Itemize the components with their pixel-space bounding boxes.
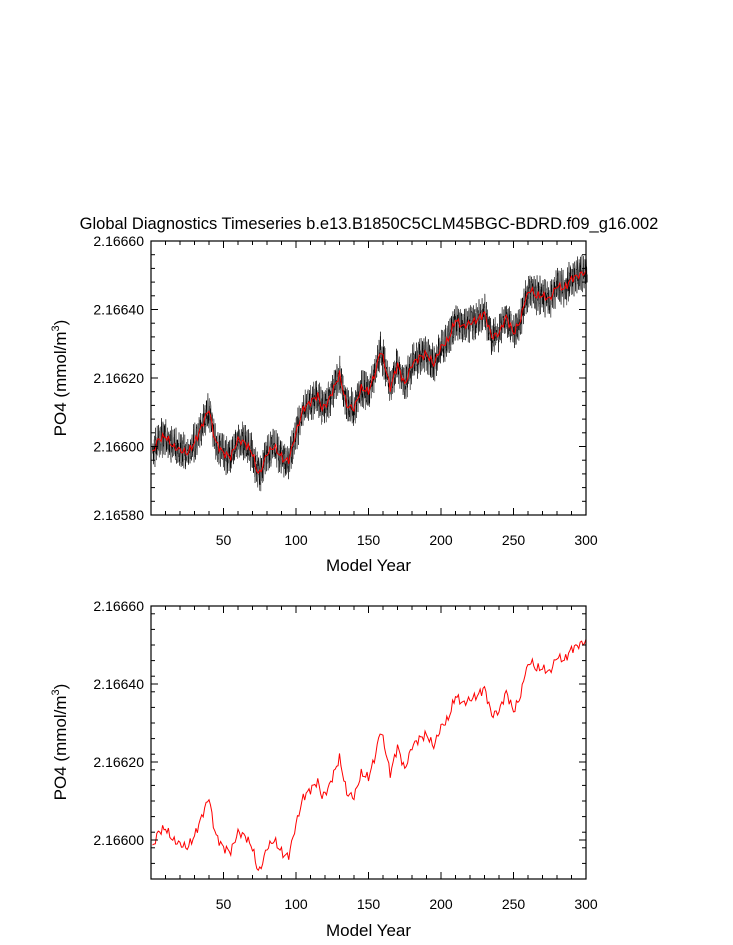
bottom-xtick-label: 250: [502, 896, 526, 912]
bottom-ytick-label: 2.16640: [93, 676, 144, 692]
top-monthly-series-line: [152, 254, 588, 492]
top-plot-frame: [150, 240, 587, 516]
top-y-tick-labels: 2.16580 2.16600 2.16620 2.16640 2.16660: [93, 233, 144, 523]
top-annual-series-line: [152, 269, 587, 474]
bottom-axis-ticks: [151, 605, 587, 880]
top-x-axis-title: Model Year: [326, 556, 411, 575]
top-xtick-label: 50: [216, 532, 232, 548]
bottom-xtick-label: 100: [284, 896, 308, 912]
top-ylabel-main: PO4 (mmol/m: [51, 331, 70, 436]
bottom-panel: 2.16600 2.16620 2.16640 2.16660 50 100 1…: [50, 598, 598, 940]
top-plot-area: [152, 254, 588, 492]
bottom-y-axis-title: PO4 (mmol/m3): [50, 684, 70, 801]
top-ytick-label: 2.16640: [93, 302, 144, 318]
bottom-plot-area: [152, 638, 587, 872]
top-ylabel-end: ): [51, 320, 70, 326]
top-xtick-label: 250: [502, 532, 526, 548]
top-xtick-label: 300: [574, 532, 598, 548]
top-x-tick-labels: 50 100 150 200 250 300: [216, 532, 598, 548]
top-y-axis-title: PO4 (mmol/m3): [50, 320, 70, 437]
bottom-ylabel-end: ): [51, 684, 70, 690]
top-ytick-label: 2.16620: [93, 370, 144, 386]
bottom-xtick-label: 300: [574, 896, 598, 912]
bottom-x-axis-title: Model Year: [326, 921, 411, 940]
bottom-ytick-label: 2.16600: [93, 832, 144, 848]
bottom-ylabel-sup: 3: [50, 689, 62, 695]
top-ytick-label: 2.16600: [93, 439, 144, 455]
bottom-y-tick-labels: 2.16600 2.16620 2.16640 2.16660: [93, 598, 144, 848]
bottom-ytick-label: 2.16660: [93, 598, 144, 614]
bottom-x-tick-labels: 50 100 150 200 250 300: [216, 896, 598, 912]
top-xtick-label: 100: [284, 532, 308, 548]
top-ytick-label: 2.16580: [93, 507, 144, 523]
bottom-annual-series-line: [152, 638, 587, 872]
top-xtick-label: 150: [357, 532, 381, 548]
top-ylabel-sup: 3: [50, 325, 62, 331]
top-panel: 2.16580 2.16600 2.16620 2.16640 2.16660 …: [50, 233, 598, 575]
bottom-xtick-label: 50: [216, 896, 232, 912]
bottom-xtick-label: 150: [357, 896, 381, 912]
chart-title: Global Diagnostics Timeseries b.e13.B185…: [80, 215, 659, 233]
bottom-xtick-label: 200: [429, 896, 453, 912]
top-xtick-label: 200: [429, 532, 453, 548]
top-axis-ticks: [151, 240, 587, 516]
bottom-ytick-label: 2.16620: [93, 754, 144, 770]
top-ytick-label: 2.16660: [93, 233, 144, 249]
bottom-ylabel-main: PO4 (mmol/m: [51, 695, 70, 800]
bottom-plot-frame: [150, 605, 587, 880]
